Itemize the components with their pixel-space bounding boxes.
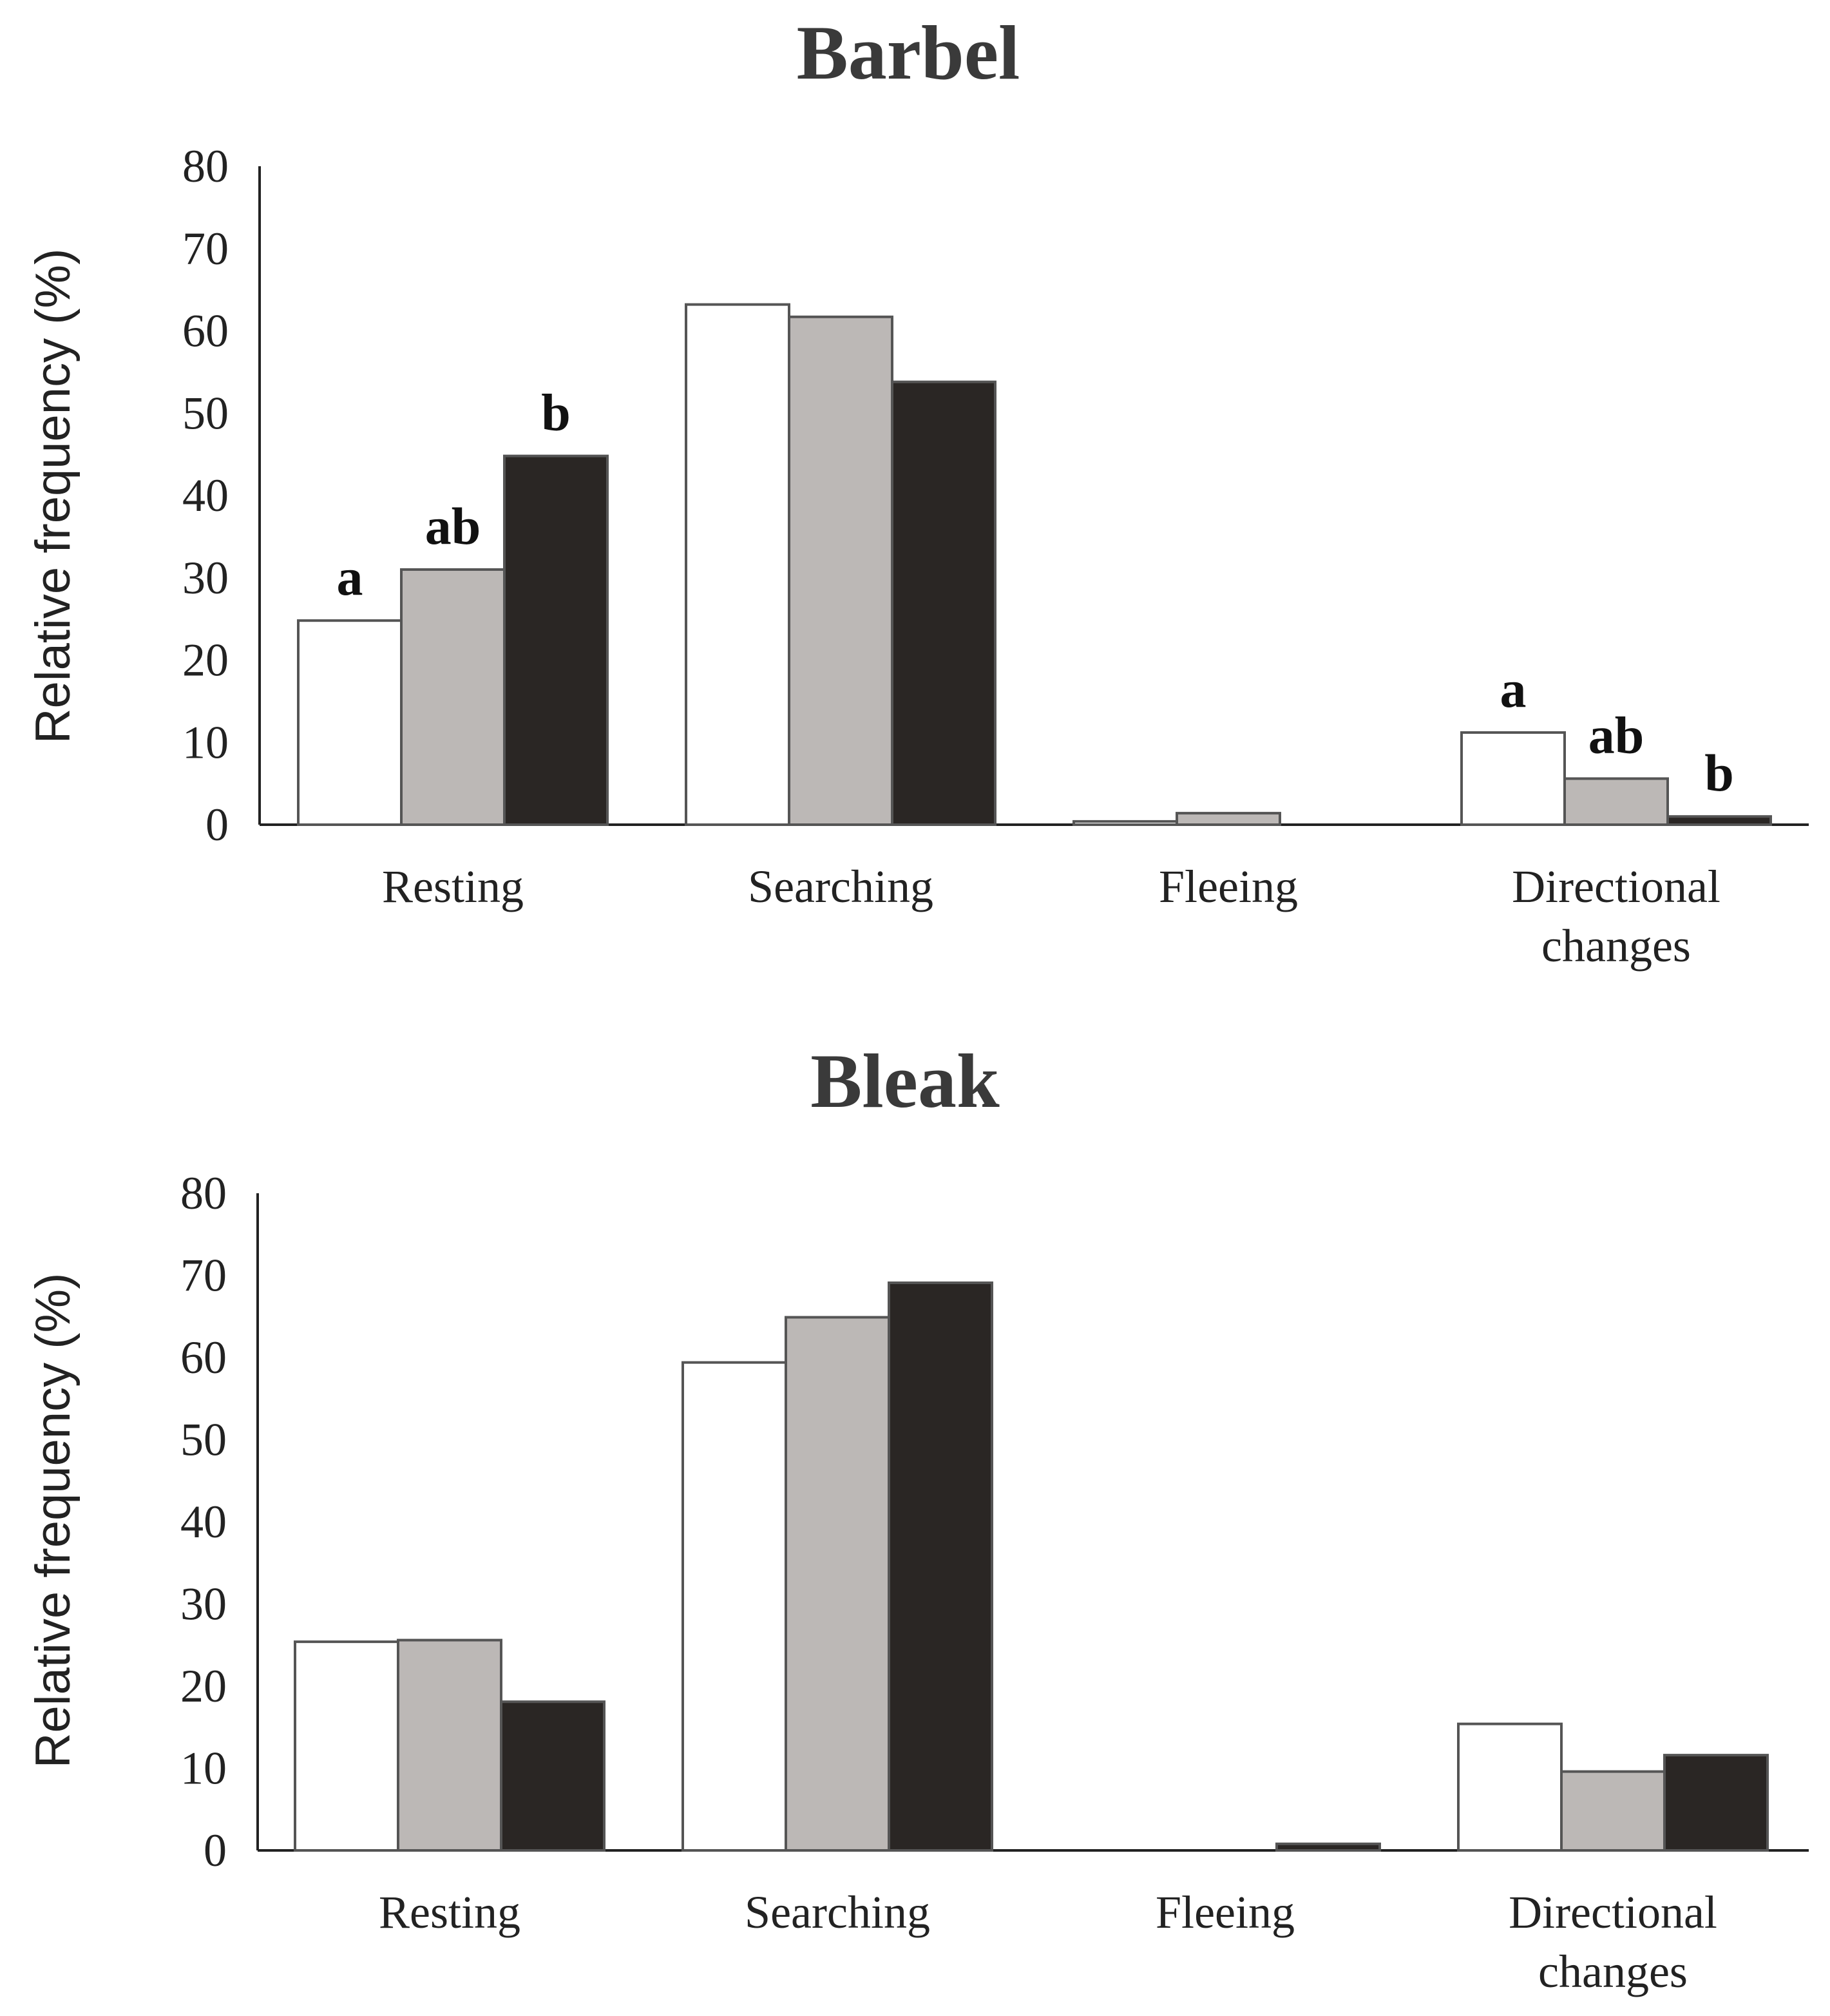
y-tick-label: 30 [180, 1579, 227, 1630]
chart-barbel: Barbel Relative frequency (%) 0 10 20 30 40 5… [26, 10, 1809, 972]
y-tick-label: 80 [182, 140, 229, 192]
bar-series-1-category-1 [294, 1640, 399, 1852]
bar-series-2-category-4 [1560, 1770, 1666, 1852]
bar-series-3-category-1 [503, 454, 609, 826]
y-tick-label: 20 [180, 1660, 227, 1712]
y-tick-label: 50 [182, 387, 229, 439]
y-tick-label: 40 [182, 470, 229, 521]
category-label: Directional [1509, 1886, 1717, 1938]
y-axis-label: Relative frequency (%) [26, 249, 81, 744]
category-label: Searching [745, 1886, 930, 1938]
category-label: Fleeing [1159, 861, 1298, 912]
bar-series-1-category-1 [297, 619, 403, 826]
bar-series-3-category-2 [891, 380, 996, 826]
category-label: Directional [1512, 861, 1720, 912]
bar-series-2-category-1 [400, 568, 506, 826]
bar-series-2-category-1 [397, 1638, 502, 1852]
bar-series-3-category-2 [888, 1281, 993, 1852]
bar-series-1-category-2 [685, 303, 790, 826]
bar-series-2-category-4 [1563, 777, 1669, 826]
chart-bleak: Bleak Relative frequency (%) 0 10 20 30 40 50… [26, 1038, 1809, 1997]
category-label: Resting [379, 1886, 520, 1938]
category-label: Searching [748, 861, 933, 912]
bar-series-1-category-4 [1457, 1722, 1563, 1852]
y-tick-label: 0 [205, 799, 229, 850]
bar-series-1-category-3 [1072, 820, 1178, 827]
category-label: changes [1541, 920, 1691, 972]
bar-series-2-category-3 [1176, 812, 1281, 826]
bar-series-1-category-4 [1460, 731, 1566, 827]
bar-series-2-category-2 [785, 1316, 890, 1852]
y-tick-label: 70 [180, 1250, 227, 1301]
significance-label: b [1704, 744, 1734, 802]
y-tick-label: 10 [180, 1743, 227, 1794]
significance-label: a [337, 548, 363, 606]
bar-series-3-category-3 [1275, 1842, 1381, 1852]
chart-title: Bleak [810, 1038, 1000, 1124]
bar-series-2-category-2 [788, 315, 893, 827]
y-tick-label: 60 [182, 305, 229, 357]
significance-label: ab [425, 497, 481, 555]
category-label: changes [1538, 1946, 1688, 1997]
y-tick-label: 40 [180, 1496, 227, 1548]
bar-series-3-category-4 [1663, 1754, 1769, 1852]
y-tick-label: 80 [180, 1167, 227, 1219]
bar-series-1-category-2 [681, 1361, 787, 1852]
chart-title: Barbel [797, 10, 1020, 95]
y-tick-label: 10 [182, 716, 229, 768]
bar-series-3-category-1 [500, 1700, 605, 1852]
y-tick-label: 0 [204, 1825, 227, 1876]
y-axis-label: Relative frequency (%) [26, 1273, 81, 1769]
category-label: Fleeing [1156, 1886, 1295, 1938]
bar-series-3-category-4 [1666, 815, 1772, 826]
y-tick-label: 70 [182, 223, 229, 274]
y-tick-label: 50 [180, 1414, 227, 1466]
y-tick-label: 30 [182, 552, 229, 604]
significance-label: a [1500, 660, 1527, 718]
y-tick-label: 60 [180, 1332, 227, 1383]
category-label: Resting [382, 861, 524, 912]
y-tick-label: 20 [182, 635, 229, 686]
significance-label: ab [1588, 706, 1644, 764]
significance-label: b [541, 383, 571, 442]
